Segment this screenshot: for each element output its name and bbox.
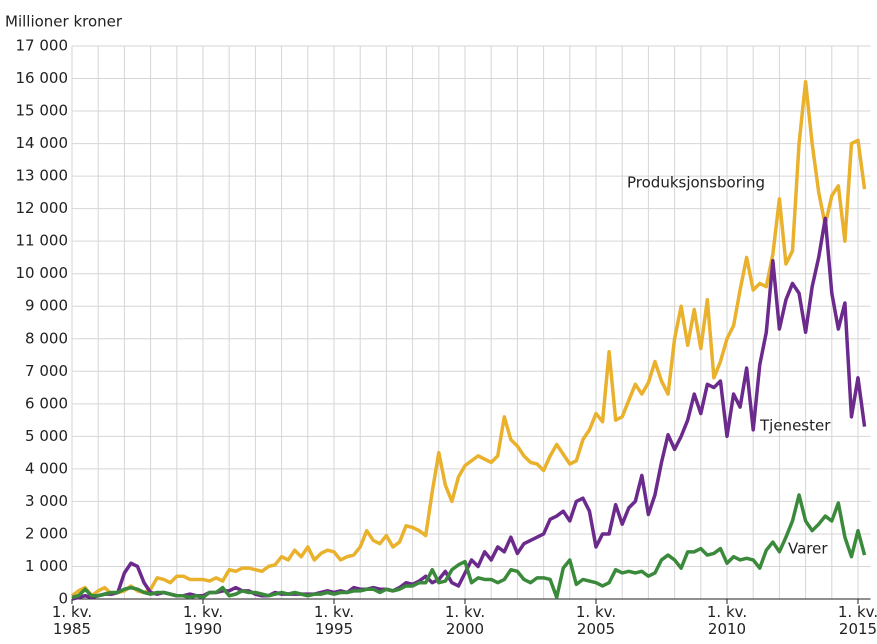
series-line	[71, 216, 867, 601]
y-tick-label: 2 000	[25, 524, 68, 542]
y-tick-label: 0	[58, 590, 68, 608]
y-tick-label: 5 000	[25, 427, 68, 445]
y-tick-label: 17 000	[16, 37, 69, 55]
x-tick-label: 1. kv. 2005	[575, 603, 617, 638]
x-tick-label: 1. kv. 1995	[313, 603, 355, 638]
x-tick-label: 1. kv. 2015	[837, 603, 877, 638]
y-tick-label: 12 000	[16, 199, 69, 217]
y-tick-label: 14 000	[16, 134, 69, 152]
y-tick-label: 13 000	[16, 167, 69, 185]
y-tick-label: 4 000	[25, 459, 68, 477]
y-tick-label: 8 000	[25, 329, 68, 347]
y-tick-label: 7 000	[25, 362, 68, 380]
y-tick-label: 6 000	[25, 394, 68, 412]
series-line	[70, 80, 867, 598]
y-tick-label: 10 000	[16, 264, 69, 282]
y-tick-label: 15 000	[16, 102, 69, 120]
y-tick-label: 1 000	[25, 557, 68, 575]
series-label: Varer	[788, 540, 828, 558]
x-tick-label: 1. kv. 1990	[182, 603, 224, 638]
series-label: Produksjonsboring	[627, 174, 765, 192]
x-tick-label: 1. kv. 2000	[444, 603, 486, 638]
series-label: Tjenester	[759, 417, 831, 435]
series-line	[71, 493, 867, 600]
y-tick-label: 11 000	[16, 232, 69, 250]
x-tick-label: 1. kv. 1985	[51, 603, 93, 638]
y-axis-label: Millioner kroner	[5, 13, 123, 31]
y-tick-label: 3 000	[25, 492, 68, 510]
y-tick-label: 9 000	[25, 297, 68, 315]
y-tick-label: 16 000	[16, 69, 69, 87]
x-tick-label: 1. kv. 2010	[706, 603, 748, 638]
